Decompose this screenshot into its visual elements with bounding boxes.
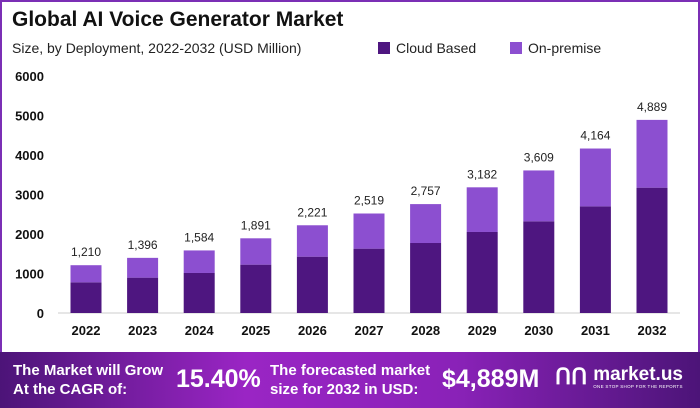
total-label: 4,889 [637, 100, 667, 114]
total-label: 2,757 [411, 184, 441, 198]
bar-onprem-2030 [523, 170, 555, 222]
legend-label-cloud: Cloud Based [396, 40, 477, 56]
bar-onprem-2026 [296, 225, 328, 257]
bar-cloud-2024 [183, 272, 215, 313]
y-tick-label: 0 [37, 306, 44, 321]
x-tick-label: 2023 [128, 323, 157, 338]
x-tick-label: 2030 [524, 323, 553, 338]
y-tick-label: 1000 [15, 267, 44, 282]
x-tick-label: 2026 [298, 323, 327, 338]
bar-cloud-2032 [636, 187, 668, 313]
legend-label-onprem: On-premise [528, 40, 602, 56]
forecast-label: The forecasted market size for 2032 in US… [270, 361, 430, 399]
bar-cloud-2031 [579, 206, 611, 313]
bar-cloud-2025 [240, 264, 272, 313]
cagr-value: 15.40% [176, 365, 261, 393]
forecast-label-line1: The forecasted market [270, 362, 431, 379]
total-label: 4,164 [580, 129, 610, 143]
y-tick-label: 4000 [15, 148, 44, 163]
brand-logo: ՈՈ market.us ONE STOP SHOP FOR THE REPORTS [555, 364, 683, 390]
total-label: 3,182 [467, 167, 497, 181]
x-tick-label: 2024 [185, 323, 215, 338]
bar-chart: 0 1000 2000 3000 4000 5000 6000 1,210 2022 1,396 2… [15, 69, 680, 338]
bar-onprem-2031 [579, 148, 611, 207]
total-label: 3,609 [524, 150, 554, 164]
bar-onprem-2028 [410, 204, 442, 244]
total-label: 2,221 [297, 205, 327, 219]
bar-onprem-2029 [466, 187, 498, 232]
total-label: 2,519 [354, 193, 384, 207]
bar-cloud-2027 [353, 248, 385, 313]
bar-cloud-2026 [296, 256, 328, 313]
footer-banner: The Market will Grow At the CAGR of: 15.4… [0, 352, 700, 408]
chart-title: Global AI Voice Generator Market [12, 8, 344, 31]
logo-icon: ՈՈ [555, 364, 588, 389]
x-tick-label: 2028 [411, 323, 440, 338]
brand-tagline: ONE STOP SHOP FOR THE REPORTS [593, 383, 683, 389]
forecast-value: $4,889M [442, 365, 540, 393]
forecast-label-line2: size for 2032 in USD: [270, 381, 419, 398]
y-tick-label: 2000 [15, 227, 44, 242]
bar-cloud-2028 [410, 243, 442, 313]
x-tick-label: 2025 [241, 323, 270, 338]
bar-cloud-2029 [466, 231, 498, 313]
bar-onprem-2027 [353, 213, 385, 249]
total-label: 1,584 [184, 230, 214, 244]
bar-cloud-2022 [70, 282, 102, 313]
x-tick-label: 2031 [581, 323, 610, 338]
bar-onprem-2023 [127, 257, 159, 278]
legend-cloud: Cloud Based [378, 40, 476, 56]
x-tick-label: 2022 [72, 323, 101, 338]
bar-onprem-2032 [636, 119, 668, 188]
x-tick-label: 2027 [355, 323, 384, 338]
legend-swatch-cloud [378, 42, 390, 54]
bar-onprem-2025 [240, 238, 272, 265]
bar-onprem-2022 [70, 265, 102, 283]
total-label: 1,396 [128, 238, 158, 252]
chart-subtitle: Size, by Deployment, 2022-2032 (USD Mill… [12, 40, 302, 56]
cagr-label: The Market will Grow At the CAGR of: [13, 361, 163, 399]
y-tick-label: 5000 [15, 109, 44, 124]
y-tick-label: 3000 [15, 188, 44, 203]
cagr-label-line2: At the CAGR of: [13, 381, 128, 398]
total-label: 1,210 [71, 245, 101, 259]
y-tick-label: 6000 [15, 69, 44, 84]
legend-swatch-onprem [510, 42, 522, 54]
total-label: 1,891 [241, 218, 271, 232]
bar-cloud-2030 [523, 221, 555, 313]
brand-name: market.us [593, 363, 683, 385]
x-tick-label: 2029 [468, 323, 497, 338]
cagr-label-line1: The Market will Grow [13, 362, 164, 379]
legend-onprem: On-premise [510, 40, 601, 56]
bar-onprem-2024 [183, 250, 215, 273]
bar-cloud-2023 [127, 277, 159, 313]
x-tick-label: 2032 [638, 323, 667, 338]
